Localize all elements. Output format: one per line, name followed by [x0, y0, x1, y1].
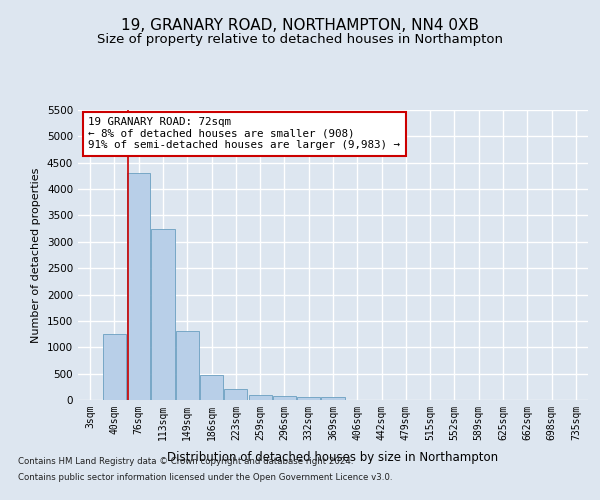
Text: Contains HM Land Registry data © Crown copyright and database right 2024.: Contains HM Land Registry data © Crown c…: [18, 458, 353, 466]
Bar: [273, 396, 296, 400]
Text: 19 GRANARY ROAD: 72sqm
← 8% of detached houses are smaller (908)
91% of semi-det: 19 GRANARY ROAD: 72sqm ← 8% of detached …: [88, 117, 400, 150]
Bar: [151, 228, 175, 400]
Bar: [224, 390, 247, 400]
Text: Contains public sector information licensed under the Open Government Licence v3: Contains public sector information licen…: [18, 472, 392, 482]
X-axis label: Distribution of detached houses by size in Northampton: Distribution of detached houses by size …: [167, 451, 499, 464]
Bar: [200, 374, 223, 400]
Bar: [248, 394, 272, 400]
Bar: [297, 398, 320, 400]
Bar: [322, 398, 344, 400]
Bar: [127, 174, 150, 400]
Text: Size of property relative to detached houses in Northampton: Size of property relative to detached ho…: [97, 32, 503, 46]
Bar: [176, 332, 199, 400]
Y-axis label: Number of detached properties: Number of detached properties: [31, 168, 41, 342]
Text: 19, GRANARY ROAD, NORTHAMPTON, NN4 0XB: 19, GRANARY ROAD, NORTHAMPTON, NN4 0XB: [121, 18, 479, 32]
Bar: [103, 334, 126, 400]
